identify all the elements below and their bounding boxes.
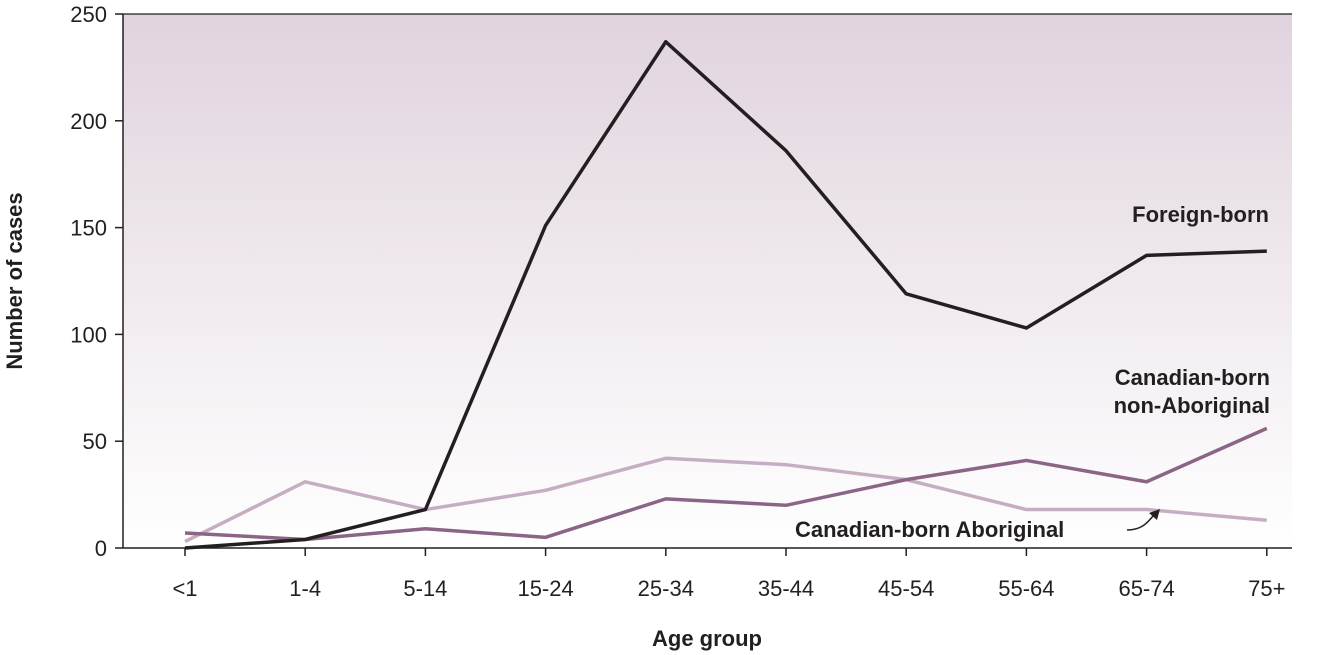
y-tick-label: 100	[70, 322, 107, 347]
series-line-1	[184, 426, 1268, 542]
axes-layer: 0 50 100 150 200 250 <1 1-4 5-14 15-24 25-34 35-44 4…	[70, 2, 1292, 601]
x-tick-label: 65-74	[1118, 576, 1174, 601]
series-line-2	[184, 456, 1267, 544]
y-tick-label: 0	[95, 536, 107, 561]
x-tick-label: 75+	[1248, 576, 1285, 601]
x-tick-label: 15-24	[517, 576, 573, 601]
series-layer	[184, 40, 1268, 550]
x-tick-label: 5-14	[403, 576, 447, 601]
y-tick-label: 250	[70, 2, 107, 27]
x-tick-label: 35-44	[758, 576, 814, 601]
series-labels: Foreign-born Canadian-born non-Aboriginal C…	[795, 202, 1270, 542]
x-tick-label: 55-64	[998, 576, 1054, 601]
y-tick-label: 150	[70, 216, 107, 241]
series-label-1: Canadian-born	[1115, 365, 1270, 390]
pointer-arrow	[1126, 515, 1154, 531]
y-tick-label: 200	[70, 109, 107, 134]
series-label-1: non-Aboriginal	[1114, 393, 1270, 418]
y-axis-title: Number of cases	[2, 192, 27, 369]
plot-background	[123, 14, 1292, 548]
series-line-0	[184, 40, 1267, 550]
x-tick-label: 25-34	[638, 576, 694, 601]
series-label-2: Canadian-born Aboriginal	[795, 517, 1064, 542]
x-tick-label: 1-4	[289, 576, 321, 601]
x-tick-label: <1	[172, 576, 197, 601]
x-tick-label: 45-54	[878, 576, 934, 601]
x-axis-title: Age group	[652, 626, 762, 651]
y-tick-label: 50	[83, 429, 107, 454]
series-label-0: Foreign-born	[1132, 202, 1269, 227]
pointer-arrowhead	[1149, 509, 1160, 520]
